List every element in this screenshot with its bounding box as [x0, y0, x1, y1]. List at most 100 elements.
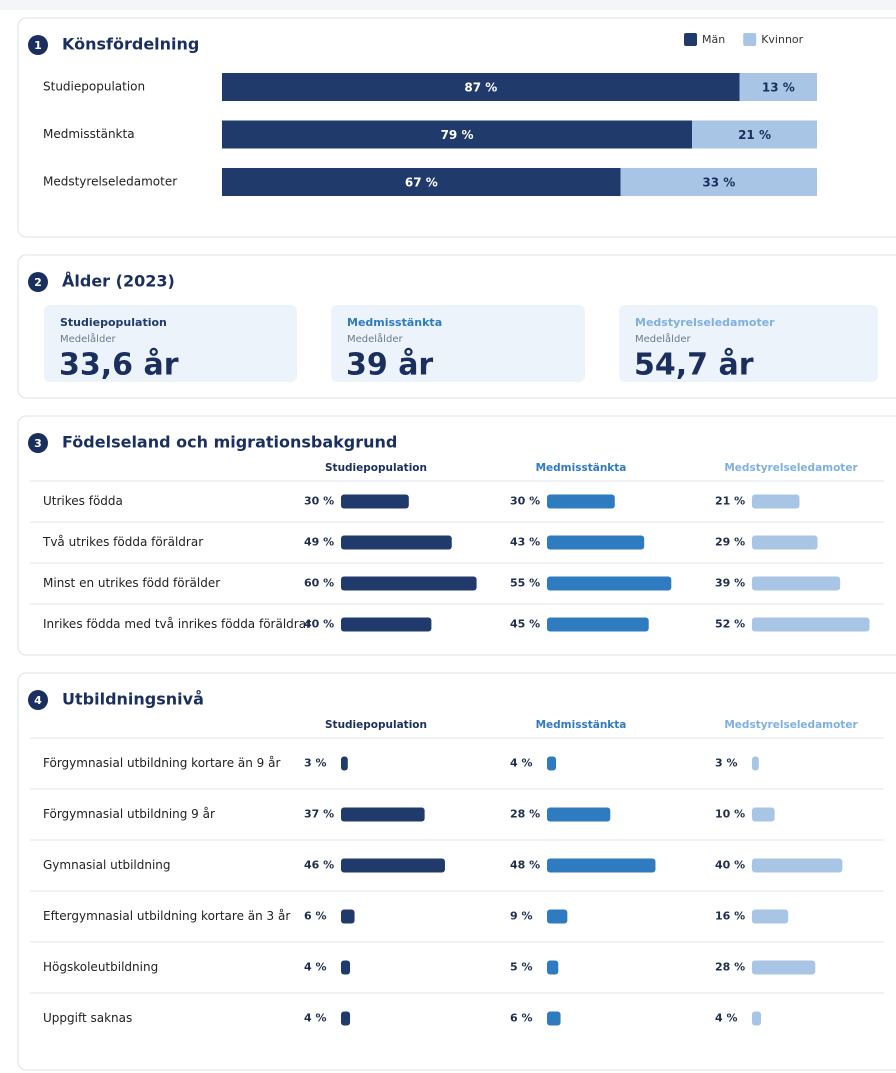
row-label: Medmisstänkta	[43, 127, 135, 141]
bar	[341, 1011, 351, 1026]
bar	[547, 617, 649, 632]
bar	[341, 494, 409, 509]
section-number: 1	[34, 39, 42, 52]
section-title: Ålder (2023)	[62, 272, 175, 291]
section-badge	[28, 35, 48, 55]
value-label: 39 %	[715, 577, 745, 590]
value-label: 28 %	[510, 808, 540, 821]
value-label: 4 %	[715, 1012, 738, 1025]
bar-label: 87 %	[464, 81, 497, 95]
column-header: Medmisstänkta	[536, 462, 627, 474]
value-label: 9 %	[510, 910, 533, 923]
stacked-bar	[222, 168, 621, 196]
row-label: Högskoleutbildning	[43, 960, 158, 974]
row-label: Förgymnasial utbildning kortare än 9 år	[43, 756, 280, 770]
value-label: 6 %	[304, 910, 327, 923]
value-label: 4 %	[304, 1012, 327, 1025]
value-label: 6 %	[510, 1012, 533, 1025]
bar	[341, 858, 445, 873]
value-label: 30 %	[304, 495, 334, 508]
value-label: 4 %	[510, 757, 533, 770]
age-card	[331, 305, 585, 382]
bar	[341, 909, 355, 924]
column-header: Studiepopulation	[325, 719, 427, 731]
bar	[547, 807, 611, 822]
stacked-bar	[222, 73, 740, 101]
value-label: 45 %	[510, 618, 540, 631]
section-badge	[28, 433, 48, 453]
card-value: 33,6 år	[59, 347, 179, 383]
row-label: Studiepopulation	[43, 80, 145, 94]
bar	[752, 807, 775, 822]
column-header: Studiepopulation	[325, 462, 427, 474]
value-label: 3 %	[304, 757, 327, 770]
card-value: 54,7 år	[634, 347, 754, 383]
row-label: Minst en utrikes född förälder	[43, 576, 220, 590]
value-label: 60 %	[304, 577, 334, 590]
bar	[547, 576, 672, 591]
value-label: 16 %	[715, 910, 745, 923]
bar	[341, 756, 348, 771]
bar	[341, 576, 477, 591]
bar	[547, 535, 645, 550]
bar	[341, 960, 351, 975]
bar	[752, 1011, 762, 1026]
row-label: Gymnasial utbildning	[43, 858, 171, 872]
bar	[752, 535, 818, 550]
section-title: Könsfördelning	[62, 35, 199, 54]
column-header: Medstyrelseledamoter	[724, 719, 858, 731]
row-label: Eftergymnasial utbildning kortare än 3 å…	[43, 909, 290, 923]
bar	[752, 617, 870, 632]
value-label: 55 %	[510, 577, 540, 590]
bar	[547, 960, 559, 975]
legend-swatch	[684, 33, 697, 46]
row-label: Två utrikes födda föräldrar	[42, 535, 203, 549]
bar-label: 79 %	[441, 128, 474, 142]
bar	[752, 960, 816, 975]
value-label: 30 %	[510, 495, 540, 508]
value-label: 43 %	[510, 536, 540, 549]
bar	[752, 576, 841, 591]
value-label: 46 %	[304, 859, 334, 872]
value-label: 29 %	[715, 536, 745, 549]
bar	[341, 617, 432, 632]
card-subtitle: Medelålder	[635, 332, 691, 345]
bar	[547, 858, 656, 873]
bar	[547, 494, 615, 509]
column-header: Medstyrelseledamoter	[724, 462, 858, 474]
value-label: 49 %	[304, 536, 334, 549]
bar-label: 67 %	[405, 176, 438, 190]
section-card	[17, 415, 896, 656]
value-label: 10 %	[715, 808, 745, 821]
section-badge	[28, 690, 48, 710]
stacked-bar	[692, 120, 817, 149]
row-label: Utrikes födda	[43, 494, 123, 508]
value-label: 40 %	[304, 618, 334, 631]
row-label: Uppgift saknas	[43, 1011, 132, 1025]
bar-label: 21 %	[738, 128, 771, 142]
section-card	[17, 672, 896, 1071]
value-label: 40 %	[715, 859, 745, 872]
bar	[341, 535, 452, 550]
legend-swatch	[743, 33, 757, 46]
bar	[752, 909, 789, 924]
bar-label: 13 %	[762, 81, 795, 95]
bar	[341, 807, 425, 822]
age-card	[44, 305, 297, 382]
legend-label: Kvinnor	[761, 33, 803, 46]
stacked-bar	[620, 168, 817, 196]
bar	[547, 756, 557, 771]
row-label: Medstyrelseledamoter	[43, 175, 177, 189]
card-title: Studiepopulation	[60, 316, 167, 329]
value-label: 21 %	[715, 495, 745, 508]
value-label: 37 %	[304, 808, 334, 821]
bar	[752, 858, 843, 873]
bar	[752, 756, 759, 771]
bar-label: 33 %	[702, 176, 735, 190]
section-badge	[28, 272, 48, 292]
card-subtitle: Medelålder	[347, 332, 403, 345]
age-card	[619, 305, 878, 382]
bar	[547, 1011, 561, 1026]
column-header: Medmisstänkta	[536, 719, 627, 731]
